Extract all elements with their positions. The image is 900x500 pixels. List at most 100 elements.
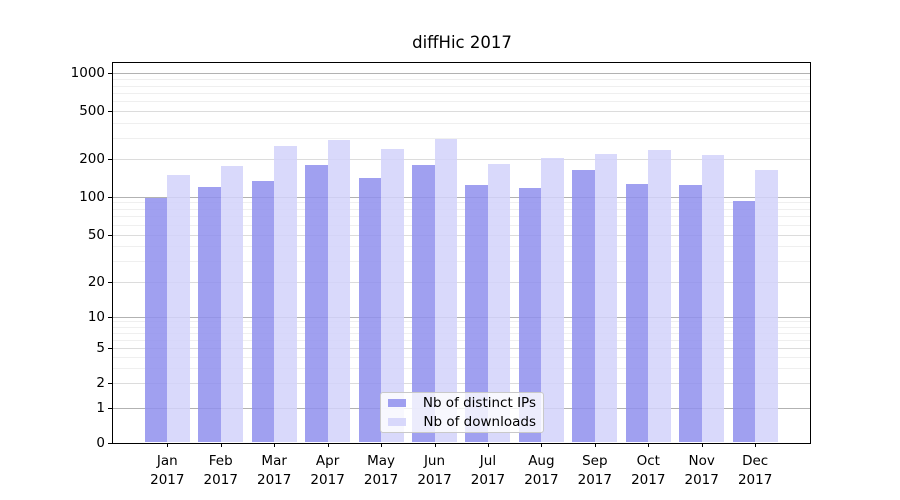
y-gridline-major [113,196,810,198]
bar-downloads-apr [327,140,351,443]
y-gridline-minor [113,92,810,94]
bar-distinct-ips-may [358,178,382,443]
x-tick-month: Jun [423,453,446,469]
y-gridline-major [113,159,810,160]
y-gridline-minor [113,326,810,328]
y-gridline-minor [113,208,810,210]
bar-downloads-oct [648,149,671,443]
y-gridline-major [113,73,810,75]
y-gridline-minor [113,79,810,81]
y-gridline-minor [113,137,810,139]
bar-distinct-ips-apr [305,165,328,443]
x-tick-month: Nov [688,453,715,469]
y-gridline-minor [113,246,810,248]
y-gridline-minor [113,216,810,218]
x-tick-month: Aug [528,453,555,469]
x-tick-label: Jul 2017 [453,452,523,489]
legend-label-distinct-ips: Nb of distinct IPs [422,395,536,411]
x-tick-mark [594,443,596,447]
legend-row-downloads: Nb of downloads [388,414,536,430]
x-tick-label: Jun 2017 [400,452,470,489]
bar-distinct-ips-jun [412,165,435,443]
x-tick-year: 2017 [524,471,559,488]
bar-distinct-ips-aug [518,187,542,443]
y-tick-label: 10 [87,308,105,325]
right-spine [810,62,811,443]
bottom-spine [112,442,811,444]
y-gridline-minor [113,367,810,369]
y-tick-label: 500 [79,103,105,120]
y-gridline-minor [113,122,810,124]
x-tick-label: Apr 2017 [293,452,363,489]
bar-downloads-dec [755,170,778,443]
y-gridline-minor [113,101,810,103]
y-gridline-major [113,348,810,349]
x-tick-month: May [367,453,395,469]
plot-area [113,62,810,443]
x-tick-label: Mar 2017 [239,452,309,489]
y-tick-mark [108,316,113,318]
bar-downloads-feb [220,165,244,443]
x-tick-mark [755,443,757,447]
bar-distinct-ips-jul [465,185,488,443]
x-tick-month: Oct [636,453,660,469]
x-tick-month: Apr [315,453,340,469]
y-gridline-minor [113,339,810,341]
y-gridline-major [113,111,810,113]
y-tick-label: 1000 [70,65,105,82]
x-tick-label: Dec 2017 [720,452,790,489]
y-gridline-minor [113,260,810,262]
x-tick-mark [541,443,543,447]
x-tick-year: 2017 [417,471,452,488]
y-tick-label: 100 [79,188,105,205]
bar-distinct-ips-oct [625,184,649,443]
y-gridline-minor [113,224,810,226]
x-tick-month: Jul [479,453,497,469]
y-gridline-major [113,383,810,384]
y-gridline-major [113,316,810,318]
y-tick-mark [108,282,113,283]
x-tick-year: 2017 [737,471,773,488]
x-tick-year: 2017 [150,471,185,488]
x-tick-label: Jan 2017 [132,452,202,489]
y-tick-mark [108,73,113,75]
legend-swatch-downloads [388,418,407,426]
y-gridline-minor [113,332,810,334]
x-tick-mark [701,443,703,447]
y-tick-label: 1 [96,400,105,416]
x-tick-label: Aug 2017 [506,452,576,489]
y-tick-label: 2 [96,375,105,391]
x-tick-label: Oct 2017 [613,452,683,489]
x-tick-year: 2017 [684,471,719,488]
y-tick-label: 0 [96,435,105,451]
bar-downloads-jun [434,138,457,443]
bar-downloads-aug [541,158,564,443]
x-tick-mark [648,443,650,447]
y-gridline-major [113,234,810,236]
x-tick-year: 2017 [631,471,666,488]
bar-distinct-ips-dec [732,200,756,443]
x-tick-month: Jan [156,453,178,469]
bar-downloads-nov [701,155,725,443]
y-tick-mark [108,408,113,409]
y-gridline-minor [113,85,810,87]
x-tick-label: Feb 2017 [186,452,256,489]
y-gridline-minor [113,321,810,323]
y-gridline-minor [113,356,810,358]
bar-downloads-jul [487,163,511,443]
x-tick-year: 2017 [203,471,238,488]
legend-label-downloads: Nb of downloads [423,414,536,430]
x-tick-year: 2017 [310,471,345,488]
x-tick-mark [167,443,169,447]
y-gridline-minor [113,202,810,204]
x-tick-label: Sep 2017 [560,452,630,489]
bar-distinct-ips-jan [144,198,168,443]
x-tick-month: Mar [261,453,287,469]
bar-downloads-mar [274,145,297,443]
y-tick-mark [108,443,113,444]
bar-downloads-sep [594,154,618,443]
x-tick-mark [487,443,489,447]
bar-downloads-may [381,148,404,443]
x-tick-mark [274,443,276,447]
